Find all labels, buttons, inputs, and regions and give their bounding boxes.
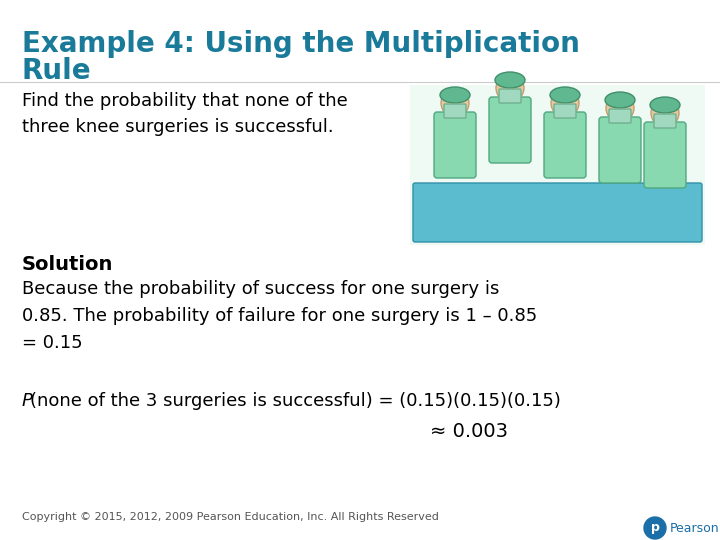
Text: (none of the 3 surgeries is successful) = (0.15)(0.15)(0.15): (none of the 3 surgeries is successful) … — [30, 392, 561, 410]
Circle shape — [551, 89, 579, 117]
FancyBboxPatch shape — [444, 104, 466, 118]
Circle shape — [496, 74, 524, 102]
Circle shape — [651, 99, 679, 127]
Text: Find the probability that none of the
three knee surgeries is successful.: Find the probability that none of the th… — [22, 92, 348, 137]
FancyBboxPatch shape — [434, 112, 476, 178]
Text: Rule: Rule — [22, 57, 91, 85]
FancyBboxPatch shape — [599, 117, 641, 183]
FancyBboxPatch shape — [544, 112, 586, 178]
Ellipse shape — [495, 72, 525, 88]
FancyBboxPatch shape — [644, 122, 686, 188]
Ellipse shape — [440, 87, 470, 103]
FancyBboxPatch shape — [654, 114, 676, 128]
Text: Because the probability of success for one surgery is
0.85. The probability of f: Because the probability of success for o… — [22, 280, 537, 352]
Text: ≈ 0.003: ≈ 0.003 — [430, 422, 508, 441]
FancyBboxPatch shape — [413, 183, 702, 242]
Ellipse shape — [650, 97, 680, 113]
Text: p: p — [651, 522, 660, 535]
FancyBboxPatch shape — [554, 104, 576, 118]
FancyBboxPatch shape — [489, 97, 531, 163]
Circle shape — [606, 94, 634, 122]
FancyBboxPatch shape — [499, 89, 521, 103]
Text: Pearson: Pearson — [670, 522, 719, 535]
Ellipse shape — [550, 87, 580, 103]
Text: Solution: Solution — [22, 255, 113, 274]
Circle shape — [441, 89, 469, 117]
Ellipse shape — [605, 92, 635, 108]
Circle shape — [644, 517, 666, 539]
Text: Copyright © 2015, 2012, 2009 Pearson Education, Inc. All Rights Reserved: Copyright © 2015, 2012, 2009 Pearson Edu… — [22, 512, 439, 522]
FancyBboxPatch shape — [410, 85, 705, 245]
Text: Example 4: Using the Multiplication: Example 4: Using the Multiplication — [22, 30, 580, 58]
Text: P: P — [22, 392, 33, 410]
FancyBboxPatch shape — [609, 109, 631, 123]
